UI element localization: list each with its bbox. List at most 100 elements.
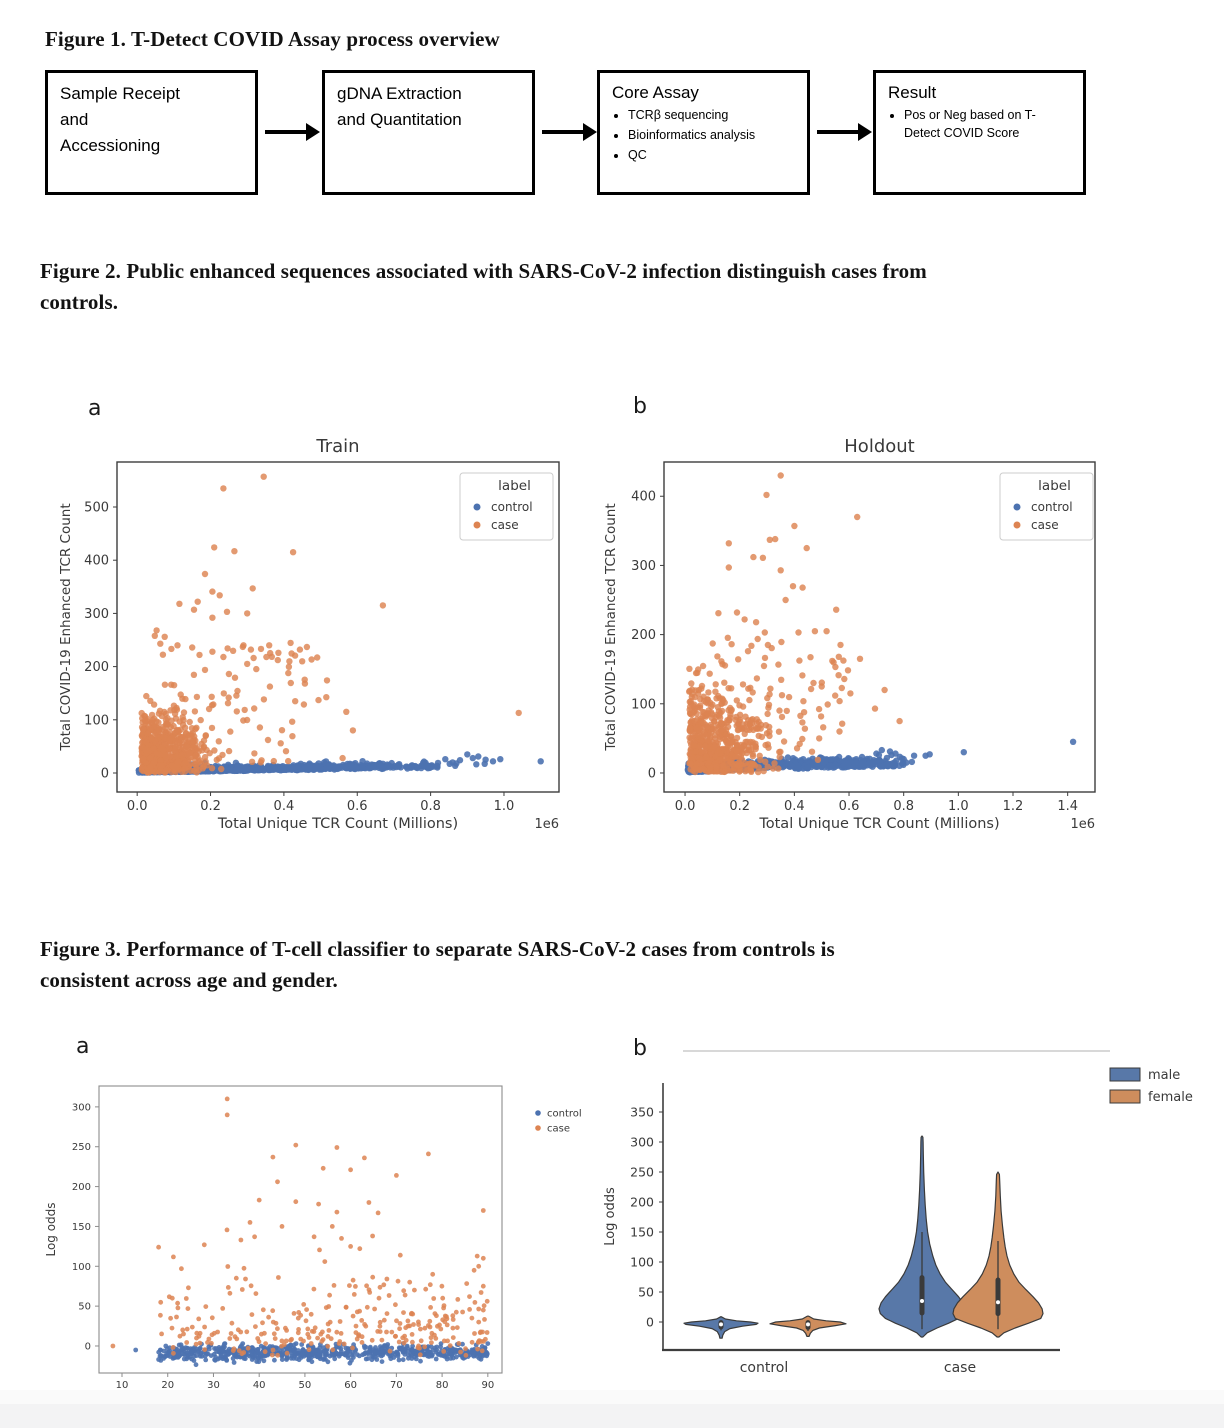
sample-receipt-box: Sample Receipt and Accessioning — [45, 70, 258, 195]
svg-text:150: 150 — [630, 1225, 654, 1240]
figure2-panel-a-label: a — [88, 396, 102, 421]
svg-text:250: 250 — [72, 1142, 91, 1153]
svg-text:1.0: 1.0 — [948, 799, 969, 814]
svg-text:case: case — [1031, 518, 1059, 532]
flow-step-bullet: Pos or Neg based on T-Detect COVID Score — [904, 107, 1036, 143]
svg-text:1.2: 1.2 — [1003, 799, 1024, 814]
svg-text:case: case — [547, 1124, 570, 1135]
svg-text:control: control — [740, 1360, 789, 1376]
svg-text:350: 350 — [630, 1105, 654, 1120]
svg-text:Total COVID-19 Enhanced TCR Co: Total COVID-19 Enhanced TCR Count — [58, 503, 74, 751]
flow-step-bullet: QC — [628, 147, 760, 165]
svg-text:Total COVID-19 Enhanced TCR Co: Total COVID-19 Enhanced TCR Count — [603, 503, 619, 751]
flow-step-heading: Core Assay — [612, 83, 699, 102]
svg-text:100: 100 — [84, 713, 109, 728]
fig3a-case-points — [110, 1096, 490, 1358]
fig2b-case-points — [686, 472, 903, 776]
flow-arrow-icon — [265, 123, 320, 141]
svg-text:Log odds: Log odds — [603, 1187, 618, 1246]
svg-text:0: 0 — [646, 1315, 654, 1330]
svg-text:150: 150 — [72, 1222, 91, 1233]
svg-text:0.2: 0.2 — [729, 799, 750, 814]
svg-text:Holdout: Holdout — [844, 436, 914, 457]
svg-text:0: 0 — [85, 1341, 91, 1352]
page-bottom-fade — [0, 1390, 1224, 1404]
svg-text:200: 200 — [631, 628, 656, 643]
svg-text:200: 200 — [84, 660, 109, 675]
result-box: Result Pos or Neg based on T-Detect COVID… — [873, 70, 1086, 195]
flow-step-heading: Result — [888, 83, 937, 102]
gdna-extraction-box: gDNA Extraction and Quantitation — [322, 70, 535, 195]
flow-step-bullets: TCRβ sequencing Bioinformatics analysis QC — [628, 107, 760, 164]
svg-text:Train: Train — [315, 436, 359, 457]
flow-step-bullet: Bioinformatics analysis — [628, 127, 760, 145]
svg-text:90: 90 — [481, 1380, 494, 1391]
svg-text:250: 250 — [630, 1165, 654, 1180]
svg-text:male: male — [1148, 1068, 1180, 1083]
svg-text:50: 50 — [638, 1285, 654, 1300]
svg-text:1e6: 1e6 — [534, 817, 559, 832]
svg-text:0.4: 0.4 — [784, 799, 805, 814]
svg-text:400: 400 — [631, 490, 656, 505]
flow-step-text: gDNA Extraction — [337, 84, 462, 103]
svg-text:200: 200 — [630, 1195, 654, 1210]
svg-text:1e6: 1e6 — [1070, 817, 1095, 832]
figure2-train-scatter-chart: 0.0 0.2 0.4 0.6 0.8 1.0 0 100 200 300 400 500 Total … — [58, 436, 560, 832]
svg-text:label: label — [1038, 478, 1071, 494]
core-assay-box: Core Assay TCRβ sequencing Bioinformatics … — [597, 70, 810, 195]
svg-text:0: 0 — [648, 766, 656, 781]
svg-text:300: 300 — [72, 1102, 91, 1113]
svg-text:case: case — [944, 1360, 976, 1376]
svg-text:30: 30 — [207, 1380, 220, 1391]
svg-text:10: 10 — [116, 1380, 129, 1391]
svg-text:Log odds: Log odds — [44, 1202, 58, 1256]
svg-text:60: 60 — [344, 1380, 357, 1391]
flow-step-bullet: TCRβ sequencing — [628, 107, 760, 125]
svg-text:Total Unique TCR Count (Millio: Total Unique TCR Count (Millions) — [217, 816, 458, 832]
fig2a-case-points — [138, 473, 522, 776]
flow-step-bullets: Pos or Neg based on T-Detect COVID Score — [904, 107, 1036, 143]
svg-text:50: 50 — [78, 1302, 91, 1313]
svg-text:80: 80 — [436, 1380, 449, 1391]
svg-text:Total Unique TCR Count (Millio: Total Unique TCR Count (Millions) — [758, 816, 999, 832]
svg-text:0: 0 — [101, 767, 109, 782]
svg-text:100: 100 — [72, 1262, 91, 1273]
svg-text:0.8: 0.8 — [420, 799, 441, 814]
page-bottom-strip — [0, 1404, 1224, 1428]
svg-text:control: control — [547, 1109, 582, 1120]
svg-text:1.0: 1.0 — [494, 799, 515, 814]
svg-text:0.8: 0.8 — [893, 799, 914, 814]
figure3-age-scatter-chart: 102030405060708090050100150200250300AgeL… — [44, 1085, 582, 1407]
flow-step-text: and Quantitation — [337, 110, 462, 129]
svg-text:case: case — [491, 518, 519, 532]
figure3-caption: Figure 3. Performance of T-cell classifi… — [40, 937, 835, 992]
figure2-caption: Figure 2. Public enhanced sequences asso… — [40, 259, 927, 314]
svg-text:label: label — [498, 478, 531, 494]
figure3-panel-a-label: a — [76, 1034, 90, 1059]
svg-text:0.6: 0.6 — [347, 799, 368, 814]
flow-arrow-icon — [542, 123, 597, 141]
svg-text:0.2: 0.2 — [200, 799, 221, 814]
figure2-holdout-scatter-chart: 0.0 0.2 0.4 0.6 0.8 1.0 1.2 1.4 0 100 200 300 400 Tot… — [603, 436, 1096, 832]
svg-text:1.4: 1.4 — [1057, 799, 1078, 814]
figure1-caption: Figure 1. T-Detect COVID Assay process o… — [45, 27, 500, 51]
figure2-panel-b-label: b — [633, 394, 647, 419]
svg-text:20: 20 — [161, 1380, 174, 1391]
svg-text:0.6: 0.6 — [839, 799, 860, 814]
svg-text:200: 200 — [72, 1182, 91, 1193]
svg-text:control: control — [1031, 500, 1073, 514]
svg-text:100: 100 — [630, 1255, 654, 1270]
svg-text:female: female — [1148, 1090, 1193, 1105]
flow-step-text: Sample Receipt — [60, 84, 181, 103]
figure3-panel-b-label: b — [633, 1036, 647, 1061]
svg-text:70: 70 — [390, 1380, 403, 1391]
svg-text:300: 300 — [631, 559, 656, 574]
flow-arrow-icon — [817, 123, 872, 141]
figure3-violin-chart: 0 50 100 150 200 250 300 350 Log odds control case… — [603, 1050, 1193, 1376]
svg-text:0.0: 0.0 — [127, 799, 148, 814]
svg-text:0.4: 0.4 — [274, 799, 295, 814]
svg-text:50: 50 — [299, 1380, 312, 1391]
svg-text:400: 400 — [84, 554, 109, 569]
svg-text:control: control — [491, 500, 533, 514]
